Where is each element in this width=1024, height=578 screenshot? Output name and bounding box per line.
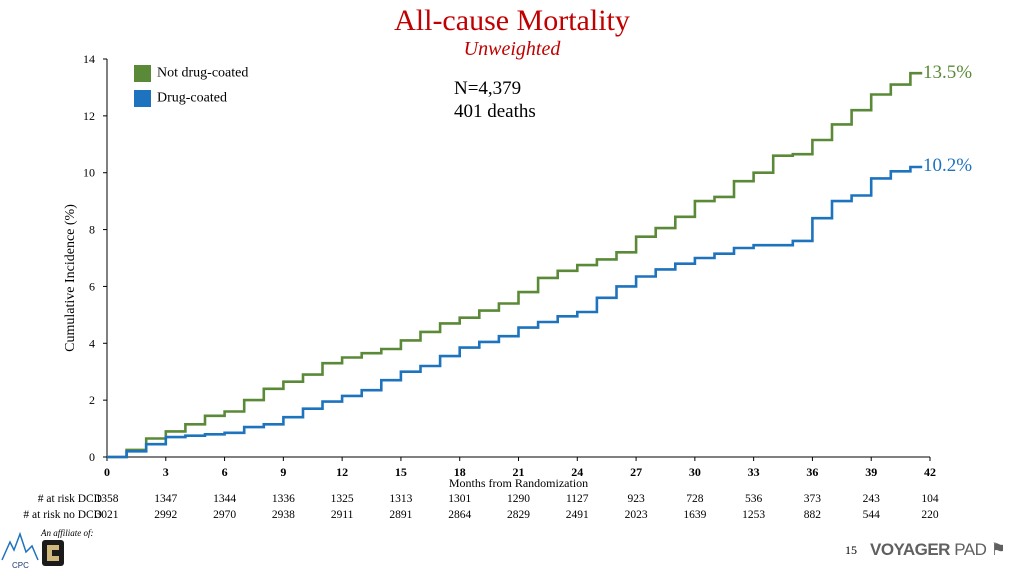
annotation-deaths: 401 deaths [454, 101, 536, 122]
page-subtitle: Unweighted [463, 38, 561, 60]
y-tick-label: 0 [89, 450, 95, 464]
y-tick-label: 12 [83, 109, 95, 123]
x-tick-label: 9 [280, 465, 286, 479]
logo-area: CPC [0, 528, 110, 573]
end-label-not-drug-coated: 13.5% [923, 62, 973, 83]
risk-value: 2891 [389, 509, 413, 521]
risk-row-label-no-dcd: # at risk no DCD [23, 509, 102, 521]
risk-value: 2491 [565, 509, 589, 521]
legend-swatch-drug-coated [134, 90, 151, 107]
brand-logo: VOYAGER PAD ⚑ [870, 540, 1006, 560]
x-tick-label: 39 [865, 465, 877, 479]
flag-icon: ⚑ [990, 540, 1006, 559]
x-tick-label: 21 [513, 465, 525, 479]
risk-value: 1325 [330, 493, 354, 505]
x-tick-label: 24 [571, 465, 583, 479]
x-tick-label: 15 [395, 465, 407, 479]
brand-name: VOYAGER [870, 540, 950, 559]
risk-value: 2023 [624, 509, 648, 521]
risk-value: 243 [862, 493, 880, 505]
legend-item-drug-coated: Drug-coated [134, 90, 227, 107]
risk-value: 536 [745, 493, 763, 505]
risk-value: 2938 [271, 509, 295, 521]
chart-series-layer [107, 71, 923, 459]
risk-value: 544 [862, 509, 880, 521]
y-tick-label: 6 [89, 279, 95, 293]
legend-item-not-drug-coated: Not drug-coated [134, 65, 248, 82]
x-axis-label: Months from Randomization [449, 476, 588, 490]
x-tick-label: 0 [104, 465, 110, 479]
risk-value: 882 [803, 509, 822, 521]
risk-value: 104 [921, 493, 939, 505]
y-tick-label: 10 [83, 166, 95, 180]
x-tick-label: 12 [336, 465, 348, 479]
y-tick-label: 8 [89, 223, 95, 237]
legend-label-drug-coated: Drug-coated [157, 90, 227, 106]
series-line-drug-coated [107, 165, 923, 459]
annotation-sample-size: N=4,379 [454, 78, 522, 99]
series-line-not-drug-coated [107, 71, 923, 459]
x-tick-label: 36 [806, 465, 818, 479]
risk-value: 1127 [565, 493, 589, 505]
risk-value: 1639 [683, 509, 707, 521]
x-tick-label: 6 [222, 465, 228, 479]
legend-label-not-drug-coated: Not drug-coated [157, 65, 249, 81]
risk-value: 2864 [448, 509, 472, 521]
x-tick-label: 27 [630, 465, 642, 479]
risk-value: 1336 [271, 493, 295, 505]
x-tick-label: 33 [748, 465, 760, 479]
risk-value: 2911 [330, 509, 354, 521]
risk-value: 1344 [213, 493, 237, 505]
y-tick-label: 4 [89, 336, 95, 350]
page-number: 15 [845, 543, 857, 557]
end-label-drug-coated: 10.2% [923, 155, 973, 176]
risk-value: 2992 [154, 509, 178, 521]
risk-value: 1301 [448, 493, 472, 505]
risk-value: 220 [921, 509, 939, 521]
risk-value: 923 [627, 493, 645, 505]
risk-value: 728 [686, 493, 704, 505]
y-axis-label: Cumulative Incidence (%) [63, 204, 78, 352]
x-tick-label: 3 [163, 465, 169, 479]
risk-value: 1347 [154, 493, 178, 505]
cpc-logo-icon: CPC [1, 531, 64, 570]
risk-value: 2829 [507, 509, 530, 521]
x-tick-label: 42 [924, 465, 936, 479]
risk-value: 1358 [95, 493, 119, 505]
risk-row-label-dcd: # at risk DCD [37, 493, 102, 505]
risk-value: 1313 [389, 493, 413, 505]
x-tick-label: 18 [454, 465, 466, 479]
risk-value: 1290 [507, 493, 530, 505]
affiliate-text: An affiliate of: [41, 528, 94, 538]
risk-value: 373 [803, 493, 822, 505]
logo-text: CPC [12, 561, 29, 570]
risk-value: 3021 [95, 509, 119, 521]
brand-suffix: PAD [954, 540, 987, 559]
legend-swatch-not-drug-coated [134, 65, 151, 82]
page-title: All-cause Mortality [394, 4, 630, 37]
risk-value: 2970 [213, 509, 237, 521]
risk-value: 1253 [742, 509, 766, 521]
y-tick-label: 2 [89, 393, 95, 407]
y-tick-label: 14 [83, 52, 95, 66]
x-tick-label: 30 [689, 465, 701, 479]
